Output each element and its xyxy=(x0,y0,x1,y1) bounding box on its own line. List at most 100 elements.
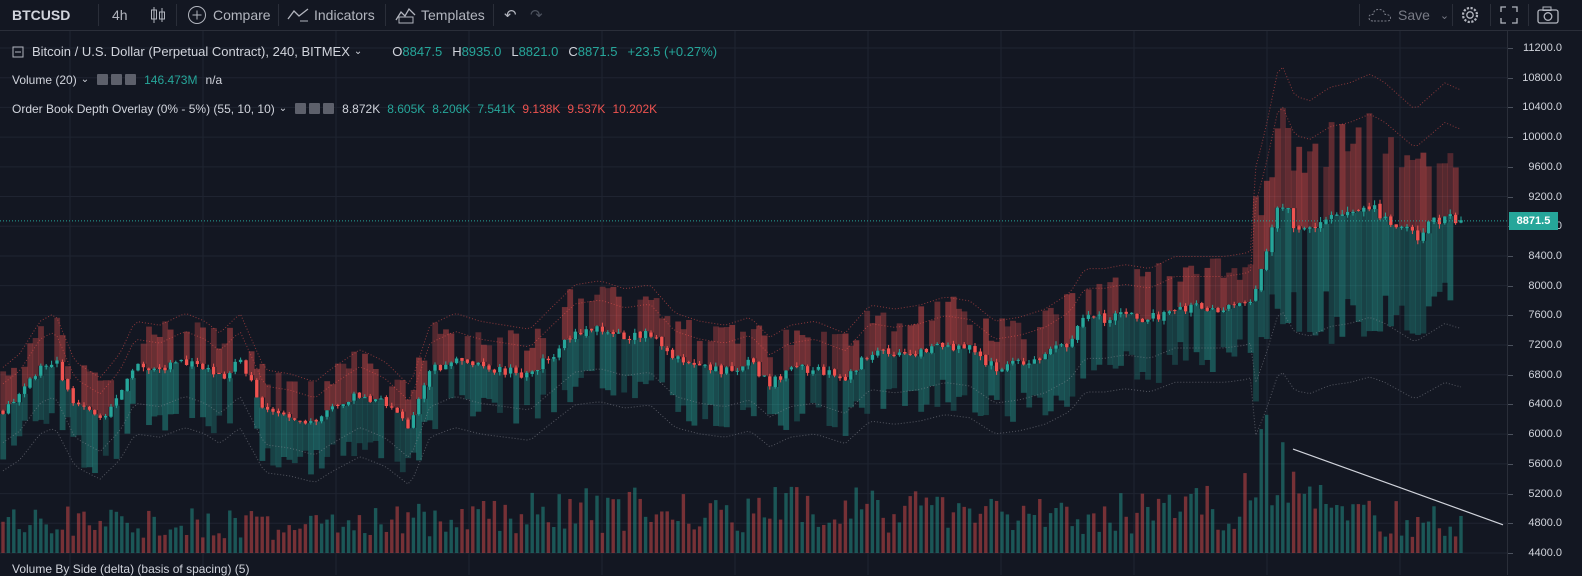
fullscreen-button[interactable] xyxy=(1500,0,1518,30)
candle-body xyxy=(854,370,858,372)
volume-bar xyxy=(71,535,75,553)
candle-body xyxy=(395,407,399,413)
candle-body xyxy=(525,372,529,378)
volume-bar xyxy=(719,509,723,553)
ask-depth-band xyxy=(988,340,995,362)
candle-body xyxy=(805,366,810,373)
price-tick-label: 5600.0 xyxy=(1528,457,1562,470)
candle-body xyxy=(1313,226,1317,228)
candle-body xyxy=(1156,314,1161,320)
bid-depth-band xyxy=(702,365,709,420)
bid-depth-band xyxy=(324,416,331,457)
ask-depth-band xyxy=(993,341,1000,363)
bid-depth-band xyxy=(1177,309,1184,343)
candle-body xyxy=(1216,307,1220,313)
volume-bar xyxy=(611,499,615,553)
ask-depth-band xyxy=(767,357,773,377)
interval-button[interactable]: 4h xyxy=(112,0,128,30)
undo-button[interactable]: ↶ xyxy=(504,0,517,30)
depth-lower-line xyxy=(2,311,1462,458)
ask-depth-band xyxy=(713,326,719,367)
candle-body xyxy=(1038,358,1042,361)
volume-bar xyxy=(60,529,65,553)
volume-bar xyxy=(676,521,680,553)
volume-bar xyxy=(163,534,167,553)
candle-body xyxy=(201,363,205,370)
bid-depth-band xyxy=(1053,348,1060,396)
ask-depth-band xyxy=(578,298,584,333)
templates-button[interactable]: Templates xyxy=(395,0,485,30)
volume-bar xyxy=(287,525,291,553)
undo-icon: ↶ xyxy=(504,7,517,24)
symbol-button[interactable]: BTCUSD xyxy=(12,0,70,30)
ask-depth-band xyxy=(0,371,7,411)
candle-body xyxy=(71,388,75,404)
ask-depth-band xyxy=(1069,293,1076,339)
ask-depth-band xyxy=(1355,127,1362,210)
volume-bar xyxy=(66,506,70,553)
ask-depth-band xyxy=(875,315,881,351)
bid-depth-band xyxy=(707,370,714,405)
ask-depth-band xyxy=(394,379,401,408)
candle-body xyxy=(703,364,707,366)
gear-icon[interactable] xyxy=(309,103,321,114)
candle-body xyxy=(768,376,772,387)
compare-button[interactable]: Compare xyxy=(187,0,271,30)
volume-bar xyxy=(265,516,270,553)
ask-depth-band xyxy=(680,329,687,358)
bid-depth-band xyxy=(124,390,131,434)
save-button[interactable]: Save ⌄ xyxy=(1368,0,1449,30)
candle-body xyxy=(336,404,340,406)
visibility-icon[interactable] xyxy=(97,74,109,85)
candle-body xyxy=(1210,308,1215,310)
volume-bar xyxy=(633,487,637,553)
ask-depth-band xyxy=(1312,143,1319,227)
candle-body xyxy=(784,370,788,379)
gear-icon[interactable] xyxy=(111,74,123,85)
bid-depth-band xyxy=(583,335,590,371)
collapse-legend-icon[interactable] xyxy=(12,46,24,58)
ask-depth-band xyxy=(1004,326,1011,365)
bid-depth-band xyxy=(475,364,482,412)
ask-depth-band xyxy=(421,360,428,386)
ask-depth-band xyxy=(1382,153,1389,217)
price-chart[interactable] xyxy=(0,31,1507,575)
candle-body xyxy=(1394,224,1398,228)
ask-depth-band xyxy=(1388,137,1394,217)
ask-depth-band xyxy=(1215,258,1222,308)
settings-button[interactable] xyxy=(1460,0,1480,30)
chevron-down-icon[interactable]: ⌄ xyxy=(353,46,363,57)
bid-depth-band xyxy=(486,369,493,400)
snapshot-button[interactable] xyxy=(1537,0,1559,30)
visibility-icon[interactable] xyxy=(295,103,307,114)
chevron-down-icon[interactable]: ⌄ xyxy=(278,103,288,114)
close-icon[interactable] xyxy=(323,103,335,114)
ask-depth-band xyxy=(961,311,968,345)
indicators-button[interactable]: Indicators xyxy=(287,0,375,30)
bid-depth-band xyxy=(1193,304,1200,353)
candle-body xyxy=(195,361,200,365)
close-icon[interactable] xyxy=(125,74,137,85)
ask-depth-band xyxy=(848,345,854,372)
redo-button[interactable]: ↷ xyxy=(530,0,543,30)
candle-body xyxy=(233,361,237,372)
chart-style-button[interactable] xyxy=(150,0,166,30)
bid-depth-band xyxy=(1182,311,1189,361)
candle-body xyxy=(22,386,27,394)
volume-bar xyxy=(984,506,988,553)
chevron-down-icon[interactable]: ⌄ xyxy=(80,74,90,85)
candle-body xyxy=(244,360,248,374)
volume-bar xyxy=(1000,511,1004,553)
bid-depth-band xyxy=(480,366,487,398)
ask-depth-band xyxy=(983,318,989,355)
volume-label: Volume (20) xyxy=(12,72,77,87)
bid-depth-band xyxy=(534,371,541,419)
candle-body xyxy=(265,406,270,410)
volume-bar xyxy=(1011,530,1015,553)
bid-depth-band xyxy=(1058,344,1065,401)
bid-depth-band xyxy=(351,400,358,457)
bid-depth-band xyxy=(48,366,55,414)
volume-bar xyxy=(363,533,367,553)
price-axis[interactable]: 11200.0 10800.0 10400.0 10000.0 9600.0 9200.0… xyxy=(1507,31,1582,575)
bid-depth-band xyxy=(416,414,422,461)
